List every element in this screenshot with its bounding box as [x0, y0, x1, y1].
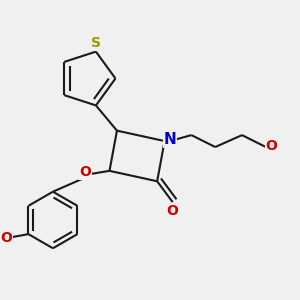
Text: S: S: [91, 36, 101, 50]
Text: O: O: [79, 165, 91, 179]
Text: N: N: [163, 132, 176, 147]
Text: O: O: [265, 140, 277, 153]
Text: O: O: [167, 204, 178, 218]
Text: O: O: [0, 231, 12, 245]
